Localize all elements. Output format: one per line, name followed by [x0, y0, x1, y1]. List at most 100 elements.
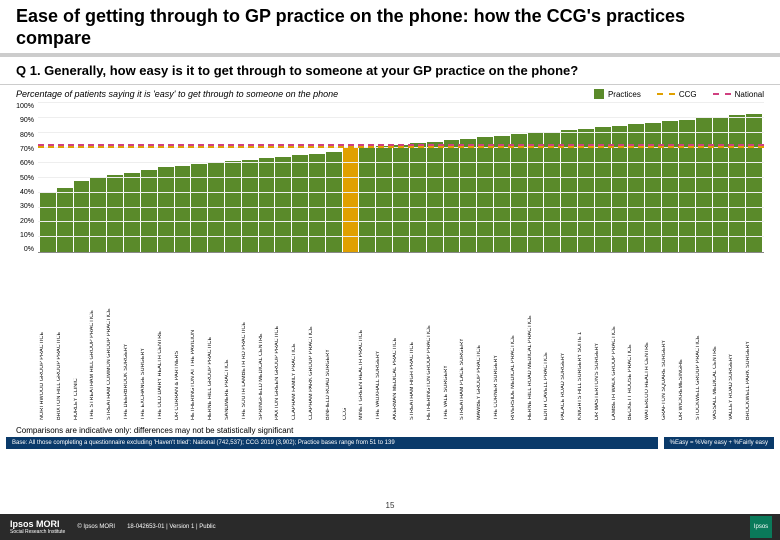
- gridline: [38, 207, 764, 208]
- x-label: HERNE HILL ROAD MEDICAL PRACTICE: [528, 255, 544, 420]
- x-label: CCG: [343, 255, 359, 420]
- legend: Practices CCG National: [594, 89, 764, 99]
- x-label: CLAPHAM PARK GROUP PRACTICE: [309, 255, 325, 420]
- gridline: [38, 117, 764, 118]
- x-label: STREATHAM COMMON GROUP PRACTICE: [107, 255, 123, 420]
- copyright: © Ipsos MORI: [77, 524, 115, 530]
- gridline: [38, 102, 764, 103]
- bar: [107, 175, 123, 252]
- x-label: THE DEERBROOK SURGERY: [124, 255, 140, 420]
- x-label: CLAPHAM FAMILY PRACTICE: [292, 255, 308, 420]
- ccg-line-swatch: [657, 93, 675, 95]
- x-label: BECKETT HOUSE PRACTICE: [628, 255, 644, 420]
- bar: [141, 170, 157, 252]
- bar: [477, 137, 493, 252]
- x-label: STREATHAM HIGH PRACTICE: [410, 255, 426, 420]
- bar: [292, 155, 308, 252]
- y-tick: 80%: [10, 132, 34, 139]
- x-label: THE CORNER SURGERY: [494, 255, 510, 420]
- gridline: [38, 177, 764, 178]
- x-label: THE VALE SURGERY: [444, 255, 460, 420]
- y-tick: 50%: [10, 175, 34, 182]
- y-tick: 100%: [10, 103, 34, 110]
- y-tick: 60%: [10, 160, 34, 167]
- comparison-note: Comparisons are indicative only: differe…: [16, 426, 764, 435]
- bar: [645, 123, 661, 253]
- x-label: STOCKWELL GROUP PRACTICE: [696, 255, 712, 420]
- bar: [57, 188, 73, 252]
- x-axis-labels: NORTHWOOD GROUP PRACTICEBRIXTON HILL GRO…: [38, 255, 764, 420]
- y-tick: 10%: [10, 232, 34, 239]
- legend-practices-label: Practices: [608, 90, 641, 99]
- base-text: Base: All those completing a questionnai…: [6, 437, 658, 449]
- x-label: MAWBEY GROUP PRACTICE: [477, 255, 493, 420]
- footer-ref: 18-042653-01 | Version 1 | Public: [127, 524, 216, 530]
- x-label: SPRINGFIELD MEDICAL CENTRE: [259, 255, 275, 420]
- bar: [40, 193, 56, 253]
- base-row: Base: All those completing a questionnai…: [6, 437, 774, 449]
- x-label: DR WICKREMESINGHE: [679, 255, 695, 420]
- bar: [275, 157, 291, 252]
- subtitle: Percentage of patients saying it is 'eas…: [16, 89, 338, 99]
- national-reference-line: [38, 144, 764, 146]
- x-label: LAMBETH WALK GROUP PRACTICE: [612, 255, 628, 420]
- footer: Ipsos MORI Social Research Institute © I…: [0, 514, 780, 540]
- bar: [259, 158, 275, 252]
- legend-practices: Practices: [594, 89, 641, 99]
- bar: [528, 133, 544, 252]
- legend-ccg: CCG: [657, 90, 697, 99]
- ipsos-logo: Ipsos MORI Social Research Institute: [10, 519, 65, 535]
- title-bar: Ease of getting through to GP practice o…: [0, 0, 780, 57]
- bar: [309, 154, 325, 252]
- question-text: Q 1. Generally, how easy is it to get th…: [16, 63, 764, 78]
- gridline: [38, 192, 764, 193]
- x-label: RIVERSIDE MEDICAL PRACTICE: [511, 255, 527, 420]
- x-label: HETHERINGTON GROUP PRACTICE: [427, 255, 443, 420]
- x-label: THE EXCHANGE SURGERY: [141, 255, 157, 420]
- bar: [124, 173, 140, 252]
- x-label: VALLEY ROAD SURGERY: [729, 255, 745, 420]
- x-label: GRAFTON SQUARE SURGERY: [662, 255, 678, 420]
- x-label: THE VAUXHALL SURGERY: [376, 255, 392, 420]
- x-label: PALACE ROAD SURGERY: [561, 255, 577, 420]
- bar: [628, 124, 644, 252]
- x-label: WATERLOO HEALTH CENTRE: [645, 255, 661, 420]
- easy-definition: %Easy = %Very easy + %Fairly easy: [664, 437, 774, 449]
- bar: [511, 134, 527, 252]
- page-title: Ease of getting through to GP practice o…: [16, 6, 764, 49]
- national-line-swatch: [713, 93, 731, 95]
- gridline: [38, 221, 764, 222]
- bar: [460, 139, 476, 252]
- bar: [746, 114, 762, 253]
- x-label: BROCKWELL PARK SURGERY: [746, 255, 762, 420]
- x-label: THE STREATHAM HILL GROUP PRACTICE: [90, 255, 106, 420]
- x-label: MINET GREEN HEALTH PRACTICE: [359, 255, 375, 420]
- x-label: DR MASTERTON'S SURGERY: [595, 255, 611, 420]
- bar: [729, 115, 745, 252]
- bar: [696, 118, 712, 252]
- bars: [38, 103, 764, 252]
- ipsos-logo-sub: Social Research Institute: [10, 529, 65, 535]
- x-label: THE SOUTH LAMBETH RD PRACTICE: [242, 255, 258, 420]
- x-label: HURLEY CLINIC: [74, 255, 90, 420]
- plot: [38, 103, 764, 253]
- x-label: BINFIELD ROAD SURGERY: [326, 255, 342, 420]
- question-row: Q 1. Generally, how easy is it to get th…: [0, 57, 780, 85]
- y-tick: 0%: [10, 246, 34, 253]
- x-label: AKERMAN MEDICAL PRACTICE: [393, 255, 409, 420]
- subtitle-row: Percentage of patients saying it is 'eas…: [0, 85, 780, 101]
- x-label: KNIGHTS HILL SURGERY SUITE 1: [578, 255, 594, 420]
- bar: [679, 120, 695, 253]
- ipsos-logo-text: Ipsos MORI: [10, 519, 60, 529]
- x-label: DR CURRAN & PARTNERS: [175, 255, 191, 420]
- x-label: EDITH CAVELL PRACTICE: [544, 255, 560, 420]
- bar: [158, 167, 174, 252]
- ipsos-badge-icon: Ipsos: [750, 516, 772, 538]
- gridline: [38, 236, 764, 237]
- x-label: SANDMERE PRACTICE: [225, 255, 241, 420]
- x-label: VASSALL MEDICAL CENTRE: [713, 255, 729, 420]
- y-tick: 30%: [10, 203, 34, 210]
- y-tick: 20%: [10, 218, 34, 225]
- bar: [662, 121, 678, 252]
- x-label: BRIXTON HILL GROUP PRACTICE: [57, 255, 73, 420]
